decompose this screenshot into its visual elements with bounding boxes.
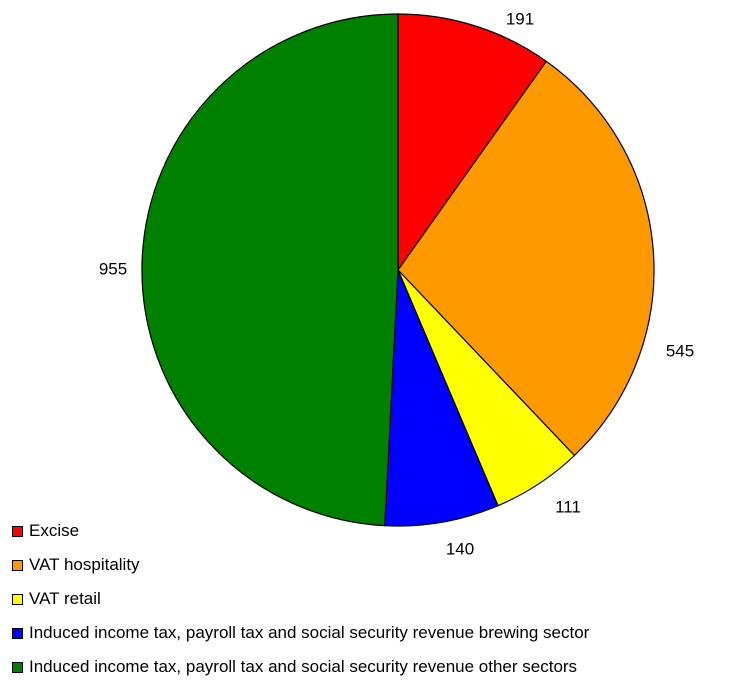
legend-item-3: VAT retail	[12, 582, 589, 616]
legend-label-2: VAT hospitality	[29, 555, 140, 574]
pie-slice-1	[397, 13, 548, 272]
legend-swatch-4	[12, 627, 23, 639]
data-label-2: 545	[666, 341, 694, 360]
legend-label-1: Excise	[29, 521, 80, 540]
legend-swatch-5	[12, 661, 23, 673]
legend-label-5: Induced income tax, payroll tax and soci…	[29, 657, 578, 676]
data-label-1: 191	[506, 9, 534, 28]
legend-swatch-2	[12, 559, 23, 571]
data-label-4: 140	[446, 539, 474, 558]
legend-label-4: Induced income tax, payroll tax and soci…	[29, 623, 590, 642]
legend-swatch-1	[12, 525, 23, 537]
legend: Excise VAT hospitality VAT retail Induced i…	[12, 514, 589, 684]
legend-label-3: VAT retail	[29, 589, 101, 608]
legend-item-2: VAT hospitality	[12, 548, 589, 582]
pie-slice-5	[141, 13, 399, 527]
pie-slice-4	[384, 269, 499, 527]
data-label-3: 111	[555, 497, 581, 516]
legend-swatch-3	[12, 593, 23, 605]
legend-item-1: Excise	[12, 514, 589, 548]
pie-slice-2	[397, 60, 655, 457]
legend-item-4: Induced income tax, payroll tax and soci…	[12, 616, 589, 650]
legend-item-5: Induced income tax, payroll tax and soci…	[12, 650, 589, 684]
data-label-5: 955	[99, 259, 127, 278]
